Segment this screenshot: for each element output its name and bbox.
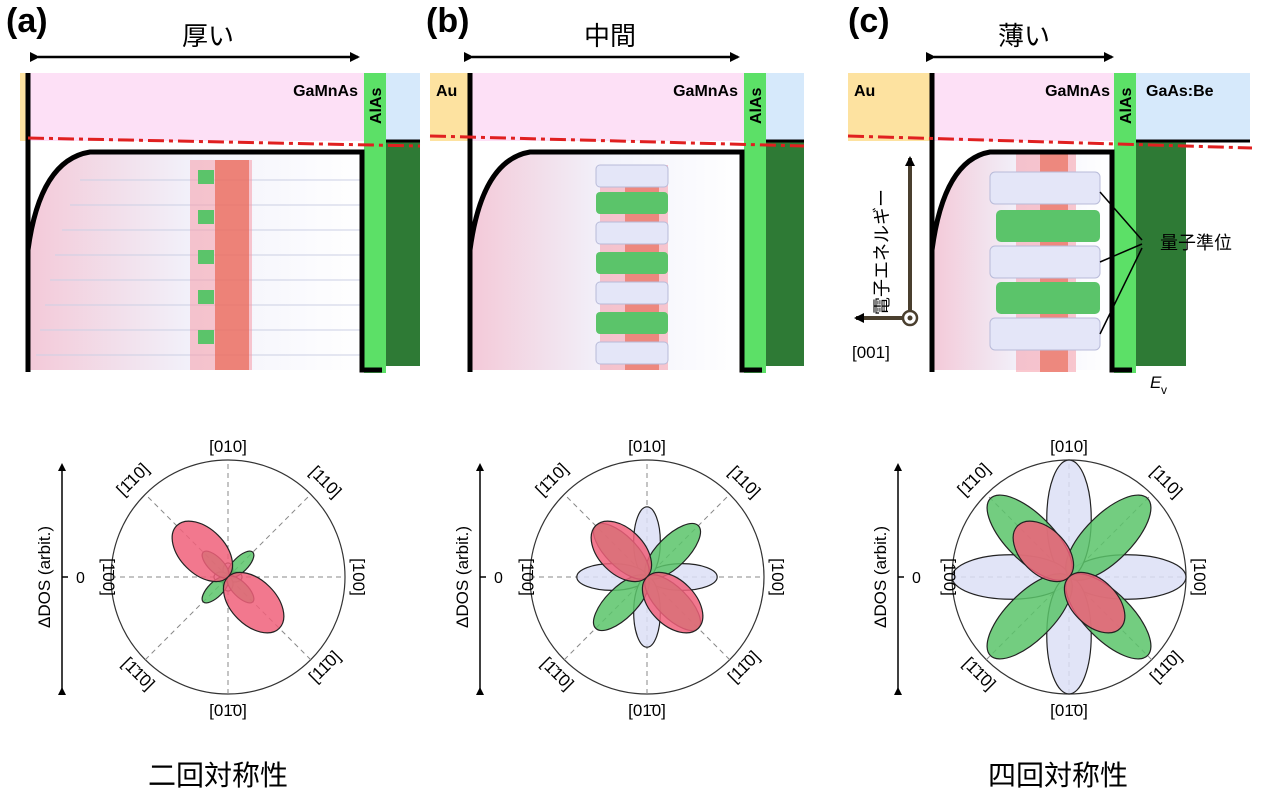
label-010: [010] [628, 437, 666, 456]
panel-a-label: (a) [6, 2, 48, 40]
alas-label: AlAs [368, 87, 385, 124]
label-100: [100] [349, 558, 368, 596]
au-layer [430, 73, 470, 141]
label-100: [100] [1190, 558, 1209, 596]
panel-b: (b) 中間 Au GaMnAs AlAs [426, 2, 805, 373]
direction-label: [001] [852, 343, 890, 362]
dos-zero-label: 0 [494, 570, 503, 587]
valence-band-substrate [1136, 141, 1186, 366]
panel-c: (c) 薄い Au GaMnAs AlAs GaAs:Be [847, 2, 1253, 397]
fermi-level [429, 134, 805, 148]
label-0-10: [01̄0] [209, 701, 247, 720]
gaas-layer [1136, 73, 1250, 141]
panel-c-label: (c) [848, 2, 890, 40]
quantum-levels-label: 量子準位 [1160, 233, 1232, 254]
dos-axis-label: ΔDOS (arbit.) [871, 526, 890, 628]
gamnas-label: GaMnAs [673, 83, 738, 100]
fermi-level [27, 136, 421, 148]
label-0-10: [01̄0] [1050, 701, 1088, 720]
polar-plot-a: [010][01̄0][1̄00] [100][1̄10] [110][1̄1̄0]… [35, 437, 368, 720]
valence-band-substrate [766, 141, 804, 366]
caption-four-fold: 四回対称性 [988, 759, 1128, 792]
state-column [595, 164, 669, 370]
dos-zero-label: 0 [76, 570, 85, 587]
label-010: [010] [209, 437, 247, 456]
alas-label: AlAs [748, 87, 765, 124]
quantum-level-pointers [1099, 191, 1143, 335]
pink-lobe [641, 571, 704, 634]
gamnas-label: GaMnAs [1045, 83, 1110, 100]
ev-subscript: v [1161, 383, 1167, 397]
label-100: [100] [768, 558, 787, 596]
alas-label: AlAs [1118, 87, 1135, 124]
panel-a: (a) 厚い GaMnAs AlAs [6, 2, 421, 373]
alas-layer [364, 73, 386, 373]
fermi-level [847, 134, 1253, 150]
alas-layer [1114, 73, 1136, 373]
au-label: Au [436, 83, 457, 100]
pink-lobe [1063, 571, 1126, 634]
caption-two-fold: 二回対称性 [148, 759, 288, 792]
pink-lobe [222, 571, 285, 634]
panel-b-label: (b) [426, 2, 469, 40]
gamnas-layer [28, 73, 364, 141]
label-010: [010] [1050, 437, 1088, 456]
gaas-layer [766, 73, 804, 141]
ev-label: E [1150, 373, 1162, 392]
polar-plot-c: [010][01̄0][1̄00] [100][1̄10] [110][1̄1̄0]… [871, 437, 1209, 720]
label-100-neg: [1̄00] [518, 558, 537, 596]
label-0-10: [01̄0] [628, 701, 666, 720]
dos-axis-label: ΔDOS (arbit.) [453, 526, 472, 628]
gamnas-layer [470, 73, 744, 141]
gaas-be-label: GaAs:Be [1146, 83, 1214, 100]
state-column [989, 152, 1101, 372]
thickness-label: 厚い [182, 22, 234, 52]
thickness-label: 薄い [998, 22, 1050, 52]
au-label: Au [854, 83, 875, 100]
state-column [190, 160, 252, 370]
au-layer [20, 73, 30, 141]
au-layer [848, 73, 932, 141]
gamnas-label: GaMnAs [293, 83, 358, 100]
valence-band-substrate [386, 141, 420, 366]
label-100-neg: [1̄00] [99, 558, 118, 596]
alas-layer [744, 73, 766, 373]
energy-axis-label: 電子エネルギー [872, 189, 893, 315]
label-100-neg: [1̄00] [940, 558, 959, 596]
polar-plot-b: [010][01̄0][1̄00] [100][1̄10] [110][1̄1̄0]… [453, 437, 787, 720]
gamnas-layer [932, 73, 1114, 141]
out-of-plane-dot-icon [907, 315, 913, 321]
dos-axis-label: ΔDOS (arbit.) [35, 526, 54, 628]
thickness-label: 中間 [584, 22, 636, 52]
gaas-layer [386, 73, 420, 141]
dos-zero-label: 0 [912, 570, 921, 587]
